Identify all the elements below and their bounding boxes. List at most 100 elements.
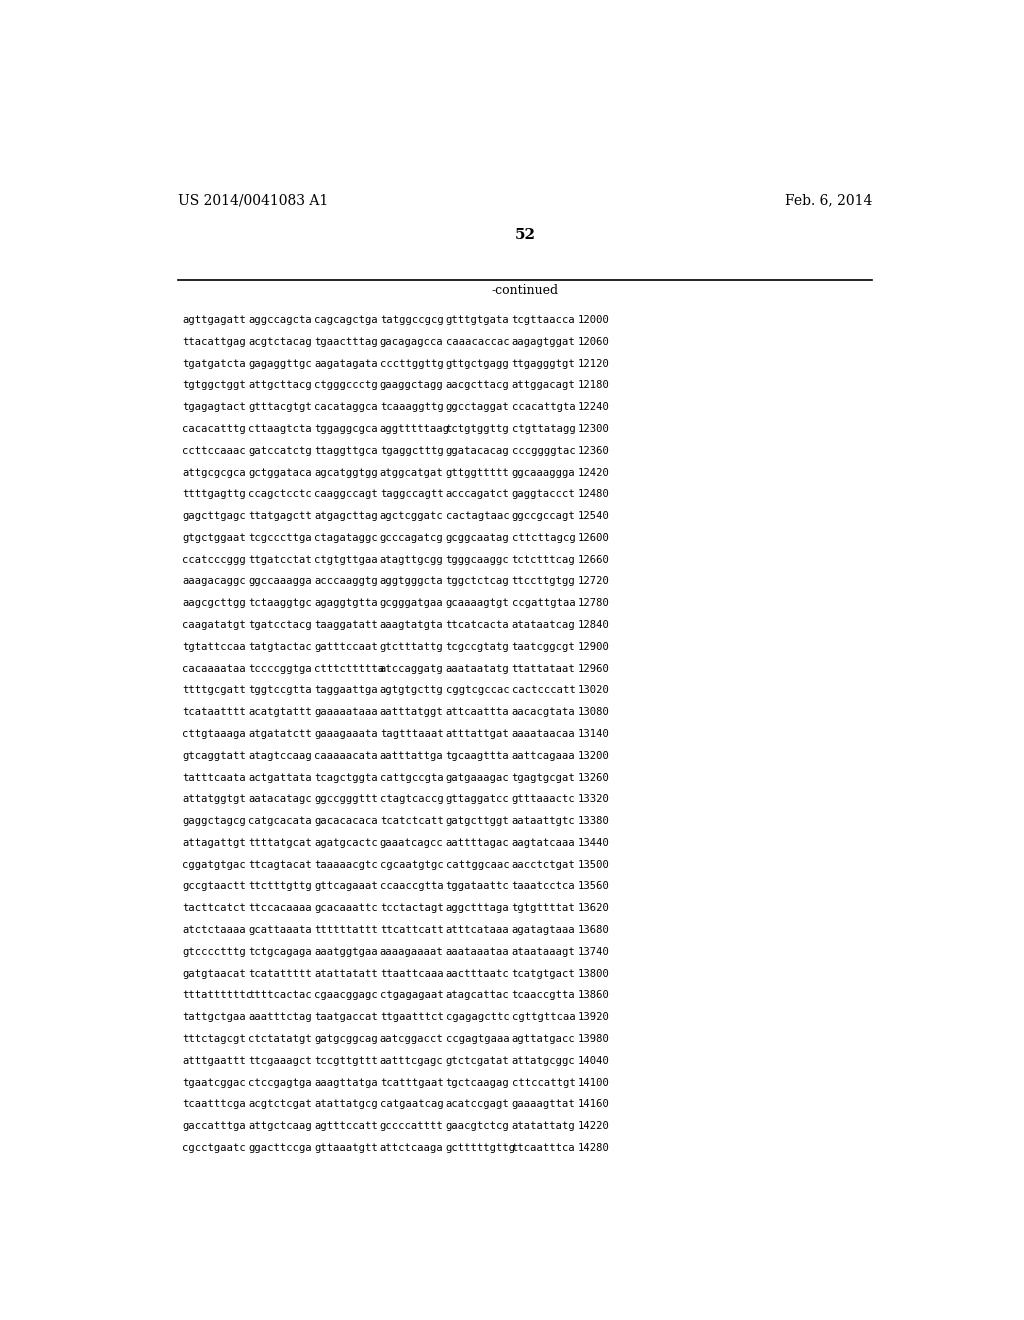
Text: atagtccaag: atagtccaag [248,751,312,760]
Text: 13200: 13200 [578,751,609,760]
Text: ttgagggtgt: ttgagggtgt [512,359,575,368]
Text: taaatcctca: taaatcctca [512,882,575,891]
Text: aaagttatga: aaagttatga [314,1077,378,1088]
Text: attagattgt: attagattgt [182,838,246,847]
Text: ggccgggttt: ggccgggttt [314,795,378,804]
Text: aaagtatgta: aaagtatgta [380,620,443,630]
Text: gttaggatcc: gttaggatcc [445,795,510,804]
Text: taggaattga: taggaattga [314,685,378,696]
Text: cgaacggagc: cgaacggagc [314,990,378,1001]
Text: aattcagaaa: aattcagaaa [512,751,575,760]
Text: agctcggatc: agctcggatc [380,511,443,521]
Text: gcattaaata: gcattaaata [248,925,312,935]
Text: gacagagcca: gacagagcca [380,337,443,347]
Text: 12240: 12240 [578,403,609,412]
Text: cgttgttcaa: cgttgttcaa [512,1012,575,1022]
Text: agttatgacc: agttatgacc [512,1034,575,1044]
Text: ctgttatagg: ctgttatagg [512,424,575,434]
Text: atattatgcg: atattatgcg [314,1100,378,1109]
Text: gttcagaaat: gttcagaaat [314,882,378,891]
Text: taatcggcgt: taatcggcgt [512,642,575,652]
Text: gacacacaca: gacacacaca [314,816,378,826]
Text: gtgctggaat: gtgctggaat [182,533,246,543]
Text: 13080: 13080 [578,708,609,717]
Text: cttgtaaaga: cttgtaaaga [182,729,246,739]
Text: agttgagatt: agttgagatt [182,315,246,325]
Text: cacataggca: cacataggca [314,403,378,412]
Text: aaagacaggc: aaagacaggc [182,577,246,586]
Text: gaggtaccct: gaggtaccct [512,490,575,499]
Text: 13380: 13380 [578,816,609,826]
Text: aatttatggt: aatttatggt [380,708,443,717]
Text: tgctcaagag: tgctcaagag [445,1077,510,1088]
Text: tcctactagt: tcctactagt [380,903,443,913]
Text: gagcttgagc: gagcttgagc [182,511,246,521]
Text: ctttcttttta: ctttcttttta [314,664,384,673]
Text: tgtattccaa: tgtattccaa [182,642,246,652]
Text: ttttatgcat: ttttatgcat [248,838,312,847]
Text: tttctagcgt: tttctagcgt [182,1034,246,1044]
Text: gccccatttt: gccccatttt [380,1121,443,1131]
Text: gaaaagttat: gaaaagttat [512,1100,575,1109]
Text: ttgatcctat: ttgatcctat [248,554,312,565]
Text: ccgattgtaa: ccgattgtaa [512,598,575,609]
Text: -continued: -continued [492,284,558,297]
Text: tcatctcatt: tcatctcatt [380,816,443,826]
Text: aacgcttacg: aacgcttacg [445,380,510,391]
Text: 12180: 12180 [578,380,609,391]
Text: agtgtgcttg: agtgtgcttg [380,685,443,696]
Text: ataataaagt: ataataaagt [512,946,575,957]
Text: cagcagctga: cagcagctga [314,315,378,325]
Text: ttaggttgca: ttaggttgca [314,446,378,455]
Text: aacacgtata: aacacgtata [512,708,575,717]
Text: 13980: 13980 [578,1034,609,1044]
Text: tcataatttt: tcataatttt [182,708,246,717]
Text: ttatgagctt: ttatgagctt [248,511,312,521]
Text: aagatagata: aagatagata [314,359,378,368]
Text: tctgcagaga: tctgcagaga [248,946,312,957]
Text: taatgaccat: taatgaccat [314,1012,378,1022]
Text: ctctatatgt: ctctatatgt [248,1034,312,1044]
Text: atagcattac: atagcattac [445,990,510,1001]
Text: ccagctcctc: ccagctcctc [248,490,312,499]
Text: tgggcaaggc: tgggcaaggc [445,554,510,565]
Text: gaggctagcg: gaggctagcg [182,816,246,826]
Text: agatagtaaa: agatagtaaa [512,925,575,935]
Text: gaaggctagg: gaaggctagg [380,380,443,391]
Text: cactcccatt: cactcccatt [512,685,575,696]
Text: gtttacgtgt: gtttacgtgt [248,403,312,412]
Text: cccttggttg: cccttggttg [380,359,443,368]
Text: caagatatgt: caagatatgt [182,620,246,630]
Text: tgaatcggac: tgaatcggac [182,1077,246,1088]
Text: 13680: 13680 [578,925,609,935]
Text: 14160: 14160 [578,1100,609,1109]
Text: 12600: 12600 [578,533,609,543]
Text: ttttttattt: ttttttattt [314,925,378,935]
Text: aaatggtgaa: aaatggtgaa [314,946,378,957]
Text: gccgtaactt: gccgtaactt [182,882,246,891]
Text: tacttcatct: tacttcatct [182,903,246,913]
Text: aatttcgagc: aatttcgagc [380,1056,443,1065]
Text: atagttgcgg: atagttgcgg [380,554,443,565]
Text: 14040: 14040 [578,1056,609,1065]
Text: 13560: 13560 [578,882,609,891]
Text: aatcggacct: aatcggacct [380,1034,443,1044]
Text: tggtccgtta: tggtccgtta [248,685,312,696]
Text: ttcattcatt: ttcattcatt [380,925,443,935]
Text: gcgggatgaa: gcgggatgaa [380,598,443,609]
Text: acgtctacag: acgtctacag [248,337,312,347]
Text: aataattgtc: aataattgtc [512,816,575,826]
Text: ggcctaggat: ggcctaggat [445,403,510,412]
Text: gctggataca: gctggataca [248,467,312,478]
Text: tgaactttag: tgaactttag [314,337,378,347]
Text: 13020: 13020 [578,685,609,696]
Text: gaaaaataaa: gaaaaataaa [314,708,378,717]
Text: cattggcaac: cattggcaac [445,859,510,870]
Text: cacacatttg: cacacatttg [182,424,246,434]
Text: gcacaaattc: gcacaaattc [314,903,378,913]
Text: attgcgcgca: attgcgcgca [182,467,246,478]
Text: US 2014/0041083 A1: US 2014/0041083 A1 [178,194,329,207]
Text: tggaggcgca: tggaggcgca [314,424,378,434]
Text: cggtcgccac: cggtcgccac [445,685,510,696]
Text: ttttgagttg: ttttgagttg [182,490,246,499]
